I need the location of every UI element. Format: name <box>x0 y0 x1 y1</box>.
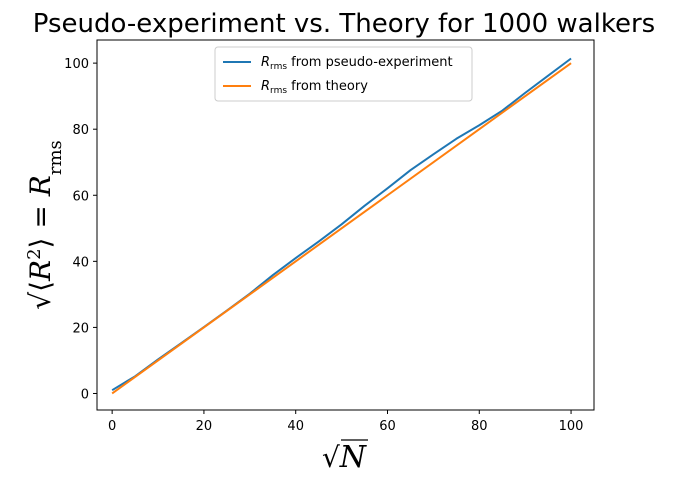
x-tick-label: 0 <box>108 419 116 434</box>
y-axis-ticks: 0 20 40 60 80 100 <box>64 57 97 402</box>
y-sqrt-symbol: √ <box>24 292 57 310</box>
legend-label-experiment-sub: rms <box>270 62 287 72</box>
x-axis-label: √N <box>322 439 368 475</box>
x-axis-label-text: √N <box>322 440 368 475</box>
y-r-var: R <box>24 260 57 282</box>
y-tick-label: 0 <box>81 387 89 402</box>
y-tick-label: 20 <box>72 321 89 336</box>
y-rrms-var: R <box>24 175 57 197</box>
x-tick-label: 20 <box>196 419 213 434</box>
y-tick-label: 40 <box>72 255 89 270</box>
y-rms-subscript: rms <box>45 140 66 175</box>
x-variable-n: N <box>339 440 368 475</box>
y-tick-label: 100 <box>64 57 89 72</box>
y-tick-label: 80 <box>72 123 89 138</box>
y-rangle: ⟩ <box>24 238 57 249</box>
y-axis-label-text: √⟨R2⟩ = Rrms <box>24 140 66 310</box>
legend-label-theory-main: R <box>261 79 270 94</box>
legend-label-theory-sub: rms <box>270 86 287 96</box>
legend-label-theory: Rrms from theory <box>261 79 368 96</box>
y-langle: ⟨ <box>24 281 57 292</box>
y-exponent: 2 <box>24 248 45 259</box>
legend-label-theory-rest: from theory <box>287 79 368 94</box>
legend-label-experiment-main: R <box>261 55 270 70</box>
chart-title: Pseudo-experiment vs. Theory for 1000 wa… <box>33 9 655 39</box>
plot-area <box>96 39 595 411</box>
x-tick-label: 40 <box>287 419 304 434</box>
legend-label-experiment: Rrms from pseudo-experiment <box>261 55 453 72</box>
x-tick-label: 100 <box>559 419 584 434</box>
legend-box <box>214 46 473 102</box>
legend-label-experiment-rest: from pseudo-experiment <box>287 55 453 70</box>
plot-frame <box>96 39 595 411</box>
y-equals: = <box>24 196 57 237</box>
x-tick-label: 80 <box>471 419 488 434</box>
legend: Rrms from pseudo-experiment Rrms from th… <box>214 46 473 102</box>
y-axis-label: √⟨R2⟩ = Rrms <box>24 140 66 310</box>
sqrt-symbol: √ <box>322 441 340 474</box>
series-layer <box>111 57 572 395</box>
x-axis-ticks: 0 20 40 60 80 100 <box>108 410 583 434</box>
y-tick-label: 60 <box>72 189 89 204</box>
x-tick-label: 60 <box>379 419 396 434</box>
series-line-1 <box>111 62 572 395</box>
